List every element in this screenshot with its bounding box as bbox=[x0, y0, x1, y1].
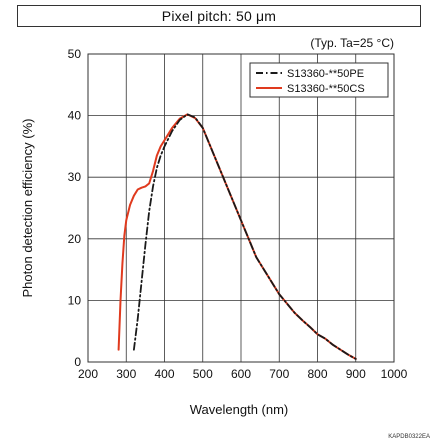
x-tick-label: 400 bbox=[154, 367, 174, 381]
x-tick-label: 1000 bbox=[381, 367, 408, 381]
x-tick-label: 500 bbox=[193, 367, 213, 381]
y-tick-label: 10 bbox=[68, 293, 82, 307]
x-tick-label: 200 bbox=[78, 367, 98, 381]
chart-legend: S13360-**50PE S13360-**50CS bbox=[249, 62, 389, 98]
x-tick-label: 700 bbox=[269, 367, 289, 381]
x-tick-label: 900 bbox=[346, 367, 366, 381]
catalog-code: KAPDB0322EA bbox=[388, 434, 430, 440]
series-line-pe bbox=[133, 113, 357, 360]
grid-lines bbox=[87, 53, 395, 363]
y-tick-label: 40 bbox=[68, 109, 82, 123]
y-tick-label: 20 bbox=[68, 232, 82, 246]
series-line-cs bbox=[117, 113, 357, 360]
legend-label-cs: S13360-**50CS bbox=[287, 83, 365, 95]
legend-box bbox=[249, 62, 389, 98]
series-lines bbox=[117, 113, 357, 360]
legend-label-pe: S13360-**50PE bbox=[287, 68, 364, 80]
x-tick-label: 600 bbox=[231, 367, 251, 381]
tick-labels: 200 300 400 500 600 700 800 900 1000 0 10 20 30 40 50 bbox=[68, 47, 408, 381]
x-axis-label: Wavelength (nm) bbox=[190, 402, 289, 417]
x-tick-label: 800 bbox=[307, 367, 327, 381]
y-axis-label: Photon detection efficiency (%) bbox=[20, 119, 35, 298]
x-tick-label: 300 bbox=[116, 367, 136, 381]
conditions-annotation: (Typ. Ta=25 °C) bbox=[310, 36, 394, 50]
chart-title: Pixel pitch: 50 μm bbox=[17, 5, 421, 27]
y-tick-label: 50 bbox=[68, 47, 82, 61]
y-tick-label: 0 bbox=[74, 355, 81, 369]
y-tick-label: 30 bbox=[68, 170, 82, 184]
